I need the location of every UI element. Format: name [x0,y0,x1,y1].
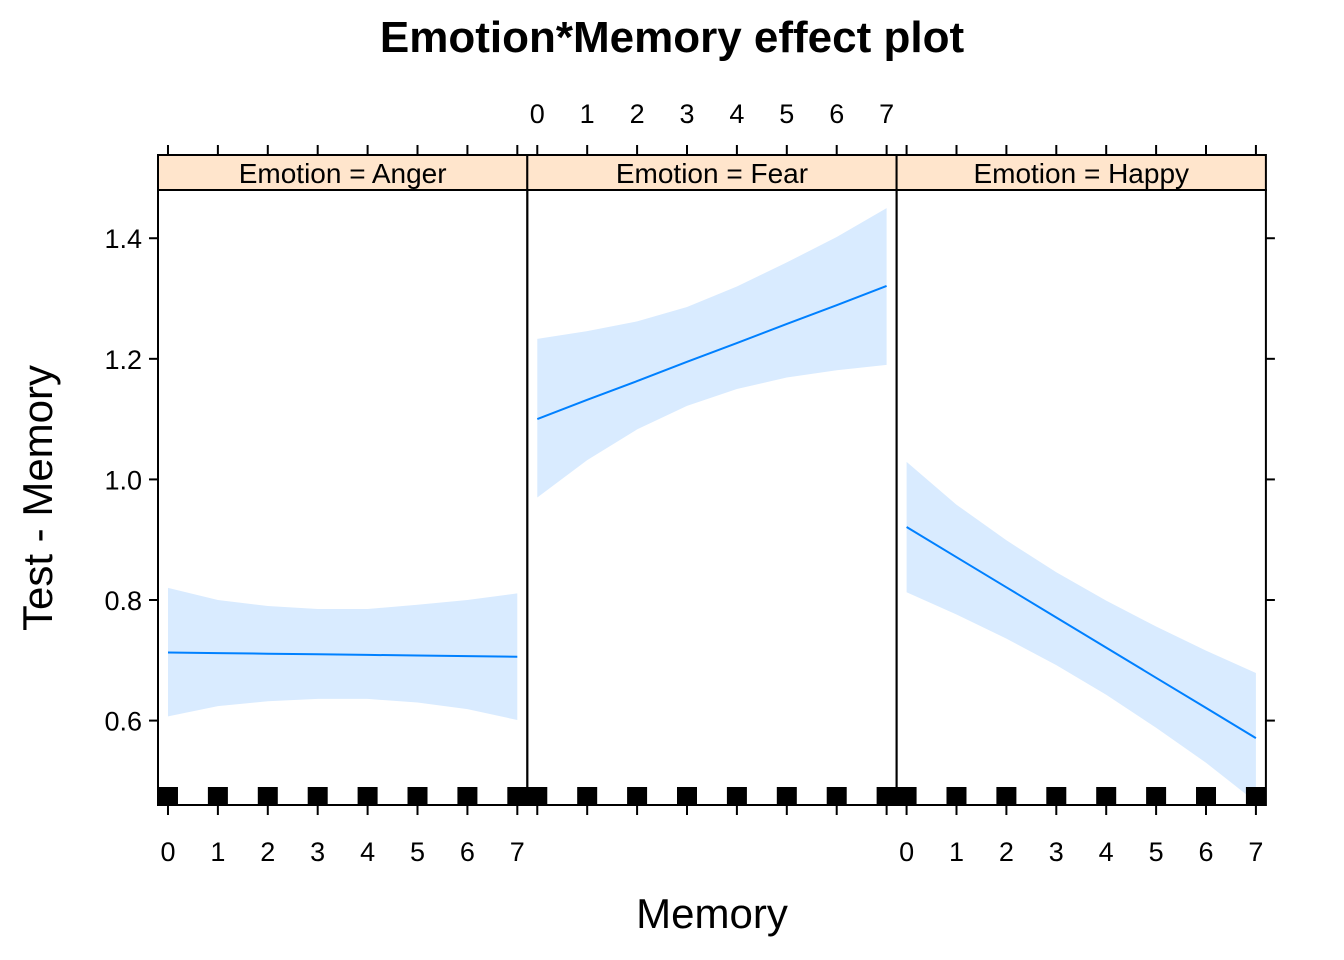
x-tick-label: 6 [460,837,475,867]
x-tick-label: 7 [510,837,525,867]
x-tick-label: 4 [360,837,375,867]
x-tick-label: 4 [1099,837,1114,867]
panel-3: Emotion = Happy 0 1 2 3 4 5 6 7 [895,145,1267,867]
rug-mark [726,787,747,805]
y-tick-label: 1.2 [104,345,142,375]
x-tick-label: 1 [210,837,225,867]
rug-mark [996,787,1017,805]
y-axis-title: Test - Memory [14,365,61,631]
rug-mark [896,787,917,805]
x-tick-label: 7 [1248,837,1263,867]
rug-mark [1245,787,1266,805]
x-tick-label: 2 [630,99,645,129]
y-tick-label: 0.6 [104,707,142,737]
rug-mark [507,787,528,805]
rug-mark [776,787,797,805]
x-tick-label: 5 [1149,837,1164,867]
x-tick-label: 3 [679,99,694,129]
fit-line [536,284,887,421]
x-tick-label: 1 [949,837,964,867]
rug-mark [457,787,478,805]
rug-mark [676,787,697,805]
rug-mark [627,787,648,805]
panel-2: Emotion = Fear 0 1 2 3 4 5 6 7 [526,99,898,815]
x-tick-label: 0 [160,837,175,867]
rug-mark [1096,787,1117,805]
fit-line [906,526,1257,739]
rug-mark [157,787,178,805]
rug-mark [1146,787,1167,805]
x-tick-label: 2 [260,837,275,867]
x-tick-label: 3 [310,837,325,867]
strip-background [895,154,1267,191]
rug-mark [257,787,278,805]
rug-mark [826,787,847,805]
fit-line [167,651,518,658]
panel-1: Emotion = Anger 0 1 2 3 4 5 6 7 [157,145,529,867]
x-tick-label: 1 [580,99,595,129]
rug-mark [527,787,548,805]
strip-label: Emotion = Anger [239,158,447,189]
rug-mark [357,787,378,805]
x-tick-label: 0 [899,837,914,867]
y-tick-label: 1.4 [104,224,142,254]
y-tick-label: 0.8 [104,586,142,616]
strip-label: Emotion = Fear [616,158,808,189]
x-tick-label: 4 [729,99,744,129]
x-tick-label: 2 [999,837,1014,867]
x-tick-label: 6 [829,99,844,129]
rug-mark [307,787,328,805]
strip-label: Emotion = Happy [973,158,1189,189]
panel-border [895,189,1267,806]
strip-background [526,154,898,191]
rug-mark [946,787,967,805]
x-tick-label: 3 [1049,837,1064,867]
rug-mark [1046,787,1067,805]
rug-mark [1196,787,1217,805]
strip-background [157,154,529,191]
rug-mark [577,787,598,805]
rug-mark [876,787,897,805]
panel-border [157,189,529,806]
x-axis-title: Memory [636,890,788,937]
x-tick-label: 0 [530,99,545,129]
x-tick-label: 5 [410,837,425,867]
rug-mark [407,787,428,805]
y-tick-label: 1.0 [104,465,142,495]
x-tick-label: 7 [879,99,894,129]
rug-mark [207,787,228,805]
chart-title: Emotion*Memory effect plot [380,13,965,62]
x-tick-label: 5 [779,99,794,129]
x-tick-label: 6 [1198,837,1213,867]
